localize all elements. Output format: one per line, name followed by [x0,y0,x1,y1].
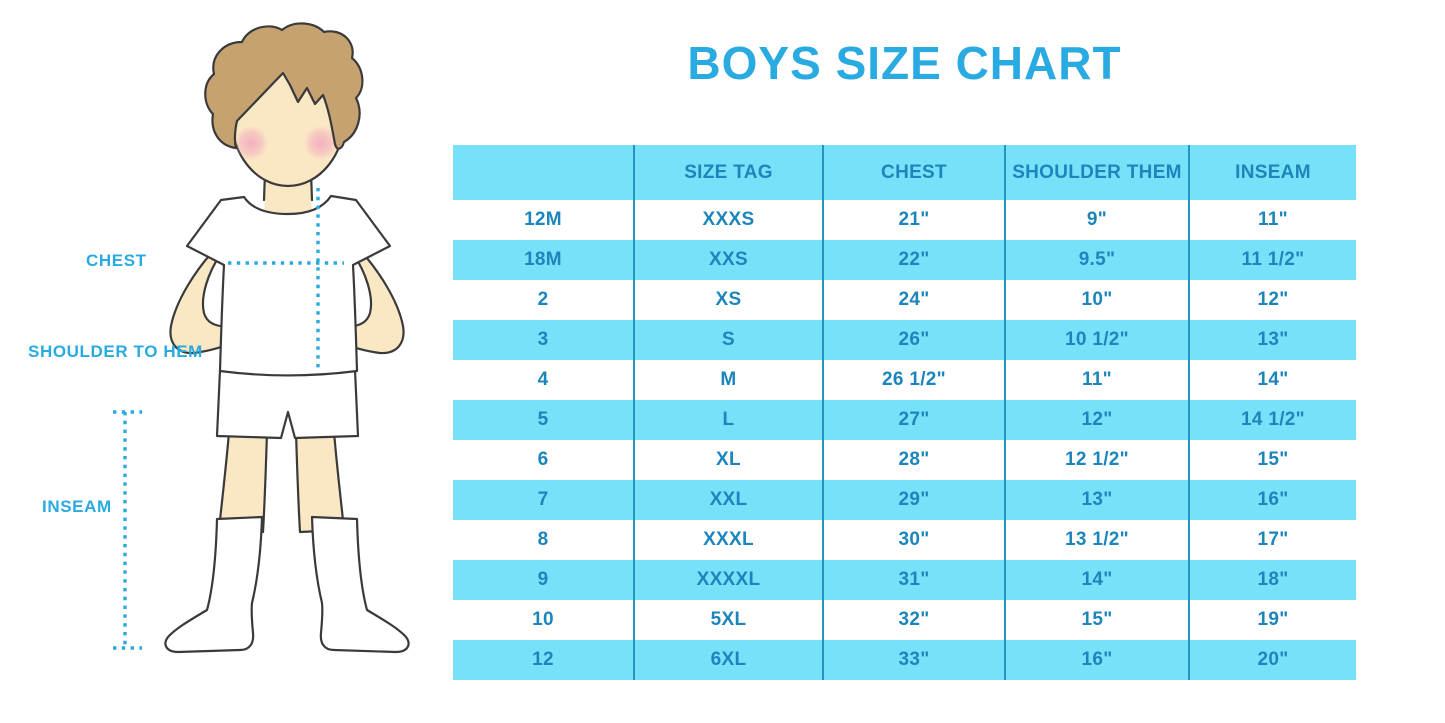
table-cell: 18" [1188,560,1356,600]
table-cell: 31" [822,560,1004,600]
table-cell: 2 [537,289,549,310]
table-cell: 5XL [633,600,822,640]
table-cell: 9 [537,569,549,590]
cheek-right [304,126,338,160]
table-cell: 11" [1188,200,1356,240]
table-row: 7 XXL 29" 13" 16" [453,480,1356,520]
table-cell: 10 [532,609,554,630]
table-row: 4 M 26 1/2" 11" 14" [453,360,1356,400]
table-cell: 10 1/2" [1004,320,1188,360]
table-cell: 21" [822,200,1004,240]
boy-illustration [113,22,410,654]
table-cell: 20" [1188,640,1356,680]
table-cell: 26" [822,320,1004,360]
table-cell: XXXXL [633,560,822,600]
table-row: 8 XXXL 30" 13 1/2" 17" [453,520,1356,560]
table-cell: 11 1/2" [1188,240,1356,280]
table-cell: 6XL [633,640,822,680]
table-row: 12M XXXS 21" 9" 11" [453,200,1356,240]
table-cell: 22" [822,240,1004,280]
table-cell: 14" [1188,360,1356,400]
table-row: 12 6XL 33" 16" 20" [453,640,1356,680]
leg-left [217,430,269,534]
table-cell: 13" [1188,320,1356,360]
table-cell: 18M [524,249,562,270]
table-cell: 32" [822,600,1004,640]
cheek-left [234,126,268,160]
table-cell: 15" [1188,440,1356,480]
table-cell: 3 [537,329,549,350]
table-cell: 11" [1004,360,1188,400]
table-cell: 12" [1188,280,1356,320]
table-cell: 14 1/2" [1188,400,1356,440]
chest-label: CHEST [86,251,147,270]
table-cell: M [633,360,822,400]
table-cell: XS [633,280,822,320]
table-cell: 12M [524,209,562,230]
table-cell: 4 [537,369,549,390]
table-cell: 14" [1004,560,1188,600]
table-row: 6 XL 28" 12 1/2" 15" [453,440,1356,480]
table-cell: 9.5" [1004,240,1188,280]
table-cell: 16" [1188,480,1356,520]
table-cell: XXL [633,480,822,520]
table-cell: 13" [1004,480,1188,520]
measurement-lines [113,188,344,650]
table-cell: 29" [822,480,1004,520]
table-cell: 12 [532,649,554,670]
shoulder-to-hem-label: SHOULDER TO HEM [28,342,203,361]
table-cell: 24" [822,280,1004,320]
size-table: SIZE TAG CHEST SHOULDER THEM INSEAM 12M X… [453,145,1356,680]
hair [204,22,364,150]
table-cell: 7 [537,489,549,510]
sock-right [310,515,410,654]
table-cell: 16" [1004,640,1188,680]
table-cell: 12" [1004,400,1188,440]
table-cell: 5 [537,409,549,430]
inseam-label: INSEAM [42,497,112,516]
shorts [215,368,360,440]
table-row: 5 L 27" 12" 14 1/2" [453,400,1356,440]
header-cell-size-tag: SIZE TAG [633,145,822,200]
table-cell: 26 1/2" [822,360,1004,400]
page-title: BOYS SIZE CHART [687,37,1122,89]
table-cell: 28" [822,440,1004,480]
table-cell: 10" [1004,280,1188,320]
table-row: 18M XXS 22" 9.5" 11 1/2" [453,240,1356,280]
boy-body [164,22,410,654]
table-cell: 13 1/2" [1004,520,1188,560]
table-cell: S [633,320,822,360]
table-cell: 12 1/2" [1004,440,1188,480]
tshirt [185,194,392,377]
table-cell: 30" [822,520,1004,560]
table-cell: XXXL [633,520,822,560]
table-row: 2 XS 24" 10" 12" [453,280,1356,320]
table-cell: XL [633,440,822,480]
header-cell-inseam: INSEAM [1188,145,1356,200]
header-cell-shoulder: SHOULDER THEM [1004,145,1188,200]
table-cell: 17" [1188,520,1356,560]
sock-left [164,515,264,654]
table-cell: XXS [633,240,822,280]
header-cell-blank [453,145,633,200]
table-row: 9 XXXXL 31" 14" 18" [453,560,1356,600]
table-row: 3 S 26" 10 1/2" 13" [453,320,1356,360]
table-row: 10 5XL 32" 15" 19" [453,600,1356,640]
table-cell: L [633,400,822,440]
table-header-row: SIZE TAG CHEST SHOULDER THEM INSEAM [453,145,1356,200]
table-cell: 6 [537,449,549,470]
table-body: 12M XXXS 21" 9" 11" 18M XXS 22" 9.5" 11 1/2" 2 XS 24… [453,200,1356,680]
table-cell: 9" [1004,200,1188,240]
table-cell: 33" [822,640,1004,680]
table-cell: 8 [537,529,549,550]
table-cell: 19" [1188,600,1356,640]
table-cell: XXXS [633,200,822,240]
table-cell: 15" [1004,600,1188,640]
table-cell: 27" [822,400,1004,440]
header-cell-chest: CHEST [822,145,1004,200]
